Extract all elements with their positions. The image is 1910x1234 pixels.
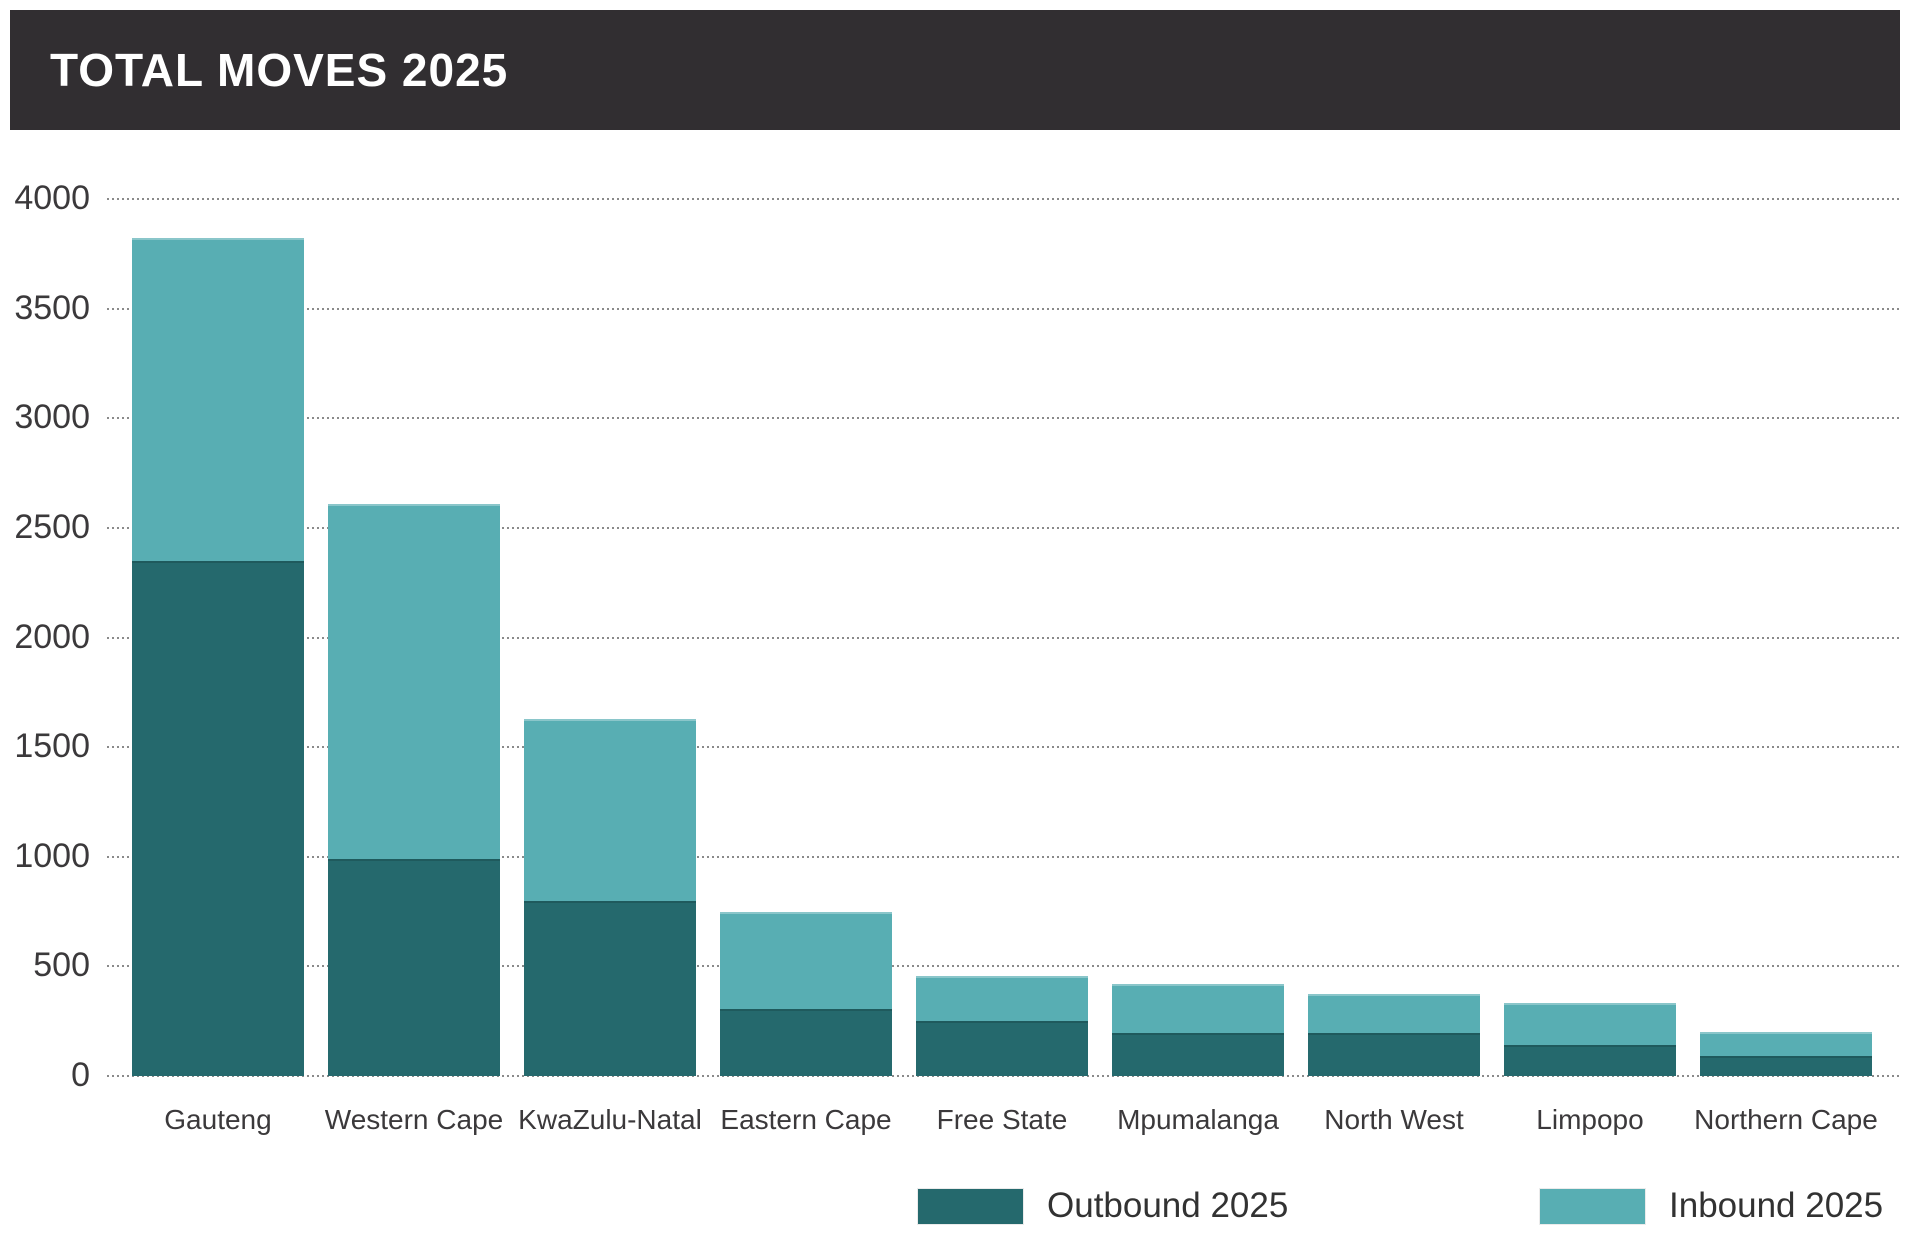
x-axis-tick-label: Free State (936, 1104, 1068, 1135)
gridline-500 (107, 965, 1901, 968)
legend-label-inbound: Inbound 2025 (1669, 1186, 1884, 1225)
x-axis-tick-label: KwaZulu-Natal (518, 1104, 702, 1135)
bar-segment-inbound-free-state (916, 976, 1088, 1022)
gridline-2000 (107, 636, 1901, 639)
bar-segment-outbound-gauteng (132, 560, 304, 1076)
y-axis-tick-label: 500 (33, 946, 90, 985)
y-axis-tick-label: 3500 (14, 288, 90, 327)
x-axis-tick-label: Western Cape (324, 1104, 504, 1135)
y-axis-tick-label: 3000 (14, 398, 90, 437)
gridline-1000 (107, 855, 1901, 858)
y-axis-tick-label: 2500 (14, 507, 90, 546)
bar-segment-outbound-mpumalanga (1112, 1033, 1284, 1076)
y-axis-tick-label: 2000 (14, 617, 90, 656)
y-axis-tick-label: 1000 (14, 836, 90, 875)
y-axis-tick-label: 1500 (14, 727, 90, 766)
legend-swatch-inbound (1539, 1187, 1646, 1225)
chart-title: TOTAL MOVES 2025 (50, 44, 509, 96)
legend-item-outbound: Outbound 2025 (917, 1186, 1289, 1226)
bar-segment-outbound-limpopo (1504, 1045, 1676, 1076)
bar-segment-inbound-eastern-cape (720, 911, 892, 1010)
y-axis-tick-label: 0 (71, 1056, 90, 1094)
x-axis-tick-label: North West (1324, 1104, 1464, 1135)
bar-segment-inbound-kwazulu-natal (524, 718, 696, 901)
bar-segment-inbound-western-cape (328, 503, 500, 859)
bar-segment-inbound-northern-cape (1700, 1032, 1872, 1057)
x-axis-tick-label: Gauteng (164, 1104, 272, 1135)
bar-segment-inbound-limpopo (1504, 1002, 1676, 1046)
chart-title-bar: TOTAL MOVES 2025 (10, 10, 1900, 130)
bar-segment-outbound-kwazulu-natal (524, 900, 696, 1076)
bar-segment-outbound-northern-cape (1700, 1056, 1872, 1076)
legend-swatch-outbound (917, 1187, 1024, 1225)
gridline-3500 (107, 307, 1901, 310)
legend-item-inbound: Inbound 2025 (1539, 1186, 1884, 1226)
gridline-1500 (107, 746, 1901, 749)
x-axis-tick-label: Northern Cape (1694, 1104, 1878, 1135)
bar-segment-inbound-mpumalanga (1112, 983, 1284, 1034)
x-axis-tick-label: Mpumalanga (1117, 1104, 1279, 1135)
x-axis-tick-label: Limpopo (1536, 1104, 1644, 1135)
x-axis-tick-label: Eastern Cape (720, 1104, 892, 1135)
legend-label-outbound: Outbound 2025 (1047, 1186, 1289, 1225)
y-axis-tick-label: 4000 (14, 179, 90, 217)
bar-segment-inbound-gauteng (132, 238, 304, 561)
gridline-3000 (107, 417, 1901, 420)
bar-segment-outbound-north-west (1308, 1033, 1480, 1076)
bar-segment-outbound-eastern-cape (720, 1009, 892, 1076)
bar-segment-inbound-north-west (1308, 993, 1480, 1034)
gridline-4000 (107, 198, 1901, 200)
gridline-0 (107, 1075, 1901, 1077)
gridline-2500 (107, 526, 1901, 529)
bar-segment-outbound-free-state (916, 1021, 1088, 1076)
bar-segment-outbound-western-cape (328, 858, 500, 1076)
